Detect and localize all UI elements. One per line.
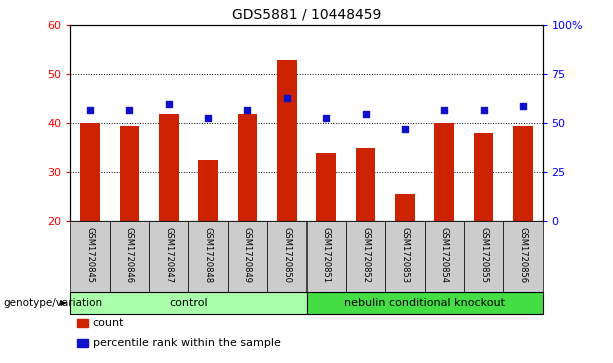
Text: GSM1720855: GSM1720855 [479,227,488,283]
Point [400,126,409,132]
Point [124,107,134,113]
Text: count: count [93,318,124,329]
Bar [316,153,336,221]
Text: genotype/variation: genotype/variation [3,298,102,308]
Text: control: control [169,298,208,308]
Text: percentile rank within the sample: percentile rank within the sample [93,338,280,348]
Point [518,103,528,109]
Bar [464,221,503,292]
Bar [277,60,297,221]
Bar [238,114,257,221]
Point [282,95,292,101]
Bar [70,221,110,292]
Point [85,107,95,113]
Bar [70,292,306,314]
Text: GSM1720851: GSM1720851 [322,227,330,283]
Text: GSM1720846: GSM1720846 [125,227,134,283]
Text: GSM1720849: GSM1720849 [243,227,252,283]
Point [243,107,253,113]
Bar [385,221,424,292]
Bar [503,221,543,292]
Text: GSM1720852: GSM1720852 [361,227,370,283]
Title: GDS5881 / 10448459: GDS5881 / 10448459 [232,8,381,21]
Bar [474,133,493,221]
Bar [120,126,139,221]
Bar [306,221,346,292]
Bar [435,123,454,221]
Text: GSM1720848: GSM1720848 [204,227,213,283]
Bar [199,160,218,221]
Bar [267,221,306,292]
Bar [189,221,228,292]
Text: GSM1720850: GSM1720850 [283,227,291,283]
Point [321,115,331,121]
Text: GSM1720845: GSM1720845 [86,227,94,283]
Point [479,107,489,113]
Point [164,101,173,107]
Text: GSM1720856: GSM1720856 [519,227,527,283]
Bar [80,123,100,221]
Point [204,115,213,121]
Bar [356,148,375,221]
Bar [346,221,385,292]
Bar [228,221,267,292]
Text: GSM1720854: GSM1720854 [440,227,449,283]
Bar [149,221,189,292]
Text: nebulin conditional knockout: nebulin conditional knockout [344,298,505,308]
Text: GSM1720853: GSM1720853 [400,227,409,283]
Bar [110,221,149,292]
Bar [306,292,543,314]
Bar [159,114,178,221]
Text: GSM1720847: GSM1720847 [164,227,173,283]
Bar [395,195,414,221]
Bar [513,126,533,221]
Point [360,111,370,117]
Bar [424,221,464,292]
Point [440,107,449,113]
